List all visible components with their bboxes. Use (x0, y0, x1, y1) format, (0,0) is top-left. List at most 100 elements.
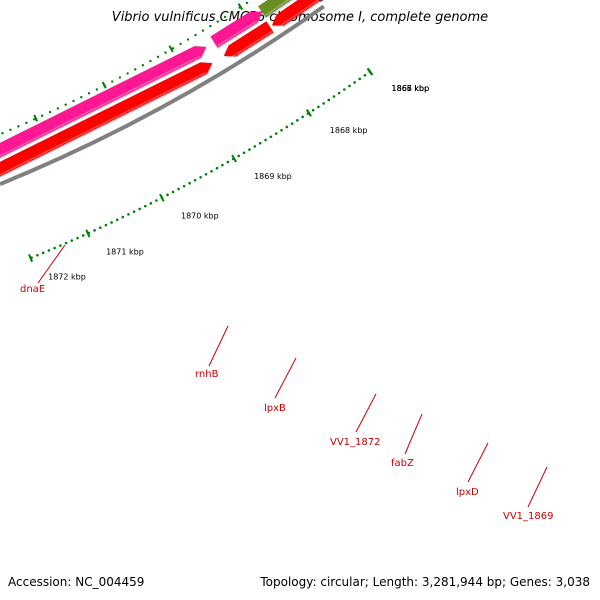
scale-dot (199, 175, 202, 179)
inner-scale-dot (179, 42, 182, 46)
inner-major-tick (101, 81, 107, 89)
gene-labels: dnaE rnhB lpxB VV1_1872 fabZ lpxD VV1_1869 (20, 244, 554, 522)
inner-scale-dot (149, 59, 152, 63)
inner-scale-dot (216, 20, 219, 23)
scale-dot (285, 125, 289, 129)
inner-scale-dot (231, 11, 234, 14)
kbp-label: 1871 kbp (106, 248, 144, 257)
scale-dot (155, 199, 158, 202)
kbp-major-tick (231, 154, 237, 163)
gene-features (0, 0, 322, 177)
scale-dot (237, 154, 240, 158)
scale-dot (70, 239, 74, 242)
scale-dot (177, 187, 180, 191)
inner-scale-dot (126, 72, 129, 75)
gene-feature-fwd-1 (0, 62, 213, 177)
scale-dot (204, 172, 208, 176)
inner-major-tick (33, 114, 39, 122)
scale-dot (53, 246, 56, 250)
chromosome-backbone (0, 4, 325, 186)
scale-dot (132, 210, 136, 213)
gene-feature-rnhB (210, 11, 263, 49)
scale-dot (41, 251, 45, 255)
inner-scale-dot (25, 121, 28, 125)
scale-dot (104, 223, 108, 227)
inner-scale-dot (171, 47, 175, 50)
scale-dot (327, 98, 331, 102)
kbp-major-tick (159, 193, 165, 202)
genome-summary: Topology: circular; Length: 3,281,944 bp… (260, 575, 590, 589)
scale-dot (81, 234, 85, 237)
scale-dot (363, 74, 367, 77)
scale-dot (98, 226, 102, 230)
inner-scale-dot (223, 15, 227, 19)
kbp-label: 1868 kbp (330, 126, 368, 135)
scale-dot (280, 128, 283, 132)
inner-scale-dot (72, 99, 75, 103)
backbone-line (0, 4, 325, 186)
label-leader-line (355, 393, 377, 433)
inner-scale-dot (111, 80, 114, 83)
label-leader-line (404, 413, 423, 455)
gene-feature-fwd-1-highlight (0, 71, 207, 176)
scale-dot (188, 181, 191, 185)
gene-label-VV1_1872: VV1_1872 (330, 437, 381, 448)
inner-scale-dot (9, 128, 12, 132)
gene-label-lpxB: lpxB (264, 403, 286, 414)
kbp-major-tick (366, 67, 374, 76)
inner-scale-dot (209, 24, 212, 28)
scale-dot (193, 178, 197, 182)
scale-dot (358, 77, 362, 81)
scale-dot (143, 204, 147, 208)
scale-dot (317, 105, 320, 109)
scale-dot (264, 138, 267, 142)
inner-scale-dot (156, 55, 160, 59)
scale-dot (221, 163, 224, 167)
scale-dot (182, 184, 186, 188)
scale-dot (348, 84, 351, 88)
scale-dot (332, 95, 336, 98)
scale-dot (36, 253, 39, 257)
gene-feature-dnaE (0, 45, 207, 158)
inner-scale-dot (164, 51, 167, 54)
gene-label-fabZ: fabZ (391, 458, 414, 469)
map-title: Vibrio vulnificus CMCP6 chromosome I, co… (111, 10, 489, 25)
scale-dot (64, 241, 68, 245)
kbp-label: 1869 kbp (254, 172, 292, 181)
scale-dot (215, 166, 219, 170)
scale-dot (171, 190, 175, 194)
scale-dot (138, 207, 141, 211)
scale-dot (166, 193, 169, 197)
label-leader-line (467, 442, 489, 483)
kbp-label: 1866 kbp (392, 84, 430, 93)
gene-feature-lpxB (257, 0, 292, 18)
inner-scale-dot (245, 1, 249, 5)
gene-label-dnaE: dnaE (20, 284, 45, 295)
gene-label-rnhB: rnhB (195, 369, 219, 380)
scale-dot (76, 236, 79, 240)
inner-scale-dot (118, 76, 122, 79)
scale-dot (226, 160, 230, 164)
scale-dot (248, 148, 251, 151)
scale-dot (343, 88, 346, 91)
inner-scale-dot (56, 107, 60, 110)
gene-label-VV1_1869: VV1_1869 (503, 511, 554, 522)
scale-dot (337, 91, 341, 95)
scale-dot (322, 102, 325, 105)
scale-dot (258, 141, 262, 145)
inner-major-tick (237, 3, 244, 11)
scale-dot (296, 119, 299, 122)
gene-feature-fwd-8 (318, 0, 322, 2)
inner-scale-dot (1, 132, 4, 135)
inner-scale-dot (186, 38, 190, 41)
accession-text: Accession: NC_004459 (8, 575, 145, 589)
scale-dot (121, 215, 125, 219)
scale-dot (290, 122, 294, 125)
scale-dot (274, 132, 278, 135)
inner-scale-dot (64, 103, 67, 106)
label-leader-line (274, 357, 297, 399)
scale-dot (269, 135, 273, 139)
inner-scale-dot (194, 33, 197, 37)
inner-scale-dot (40, 114, 44, 117)
